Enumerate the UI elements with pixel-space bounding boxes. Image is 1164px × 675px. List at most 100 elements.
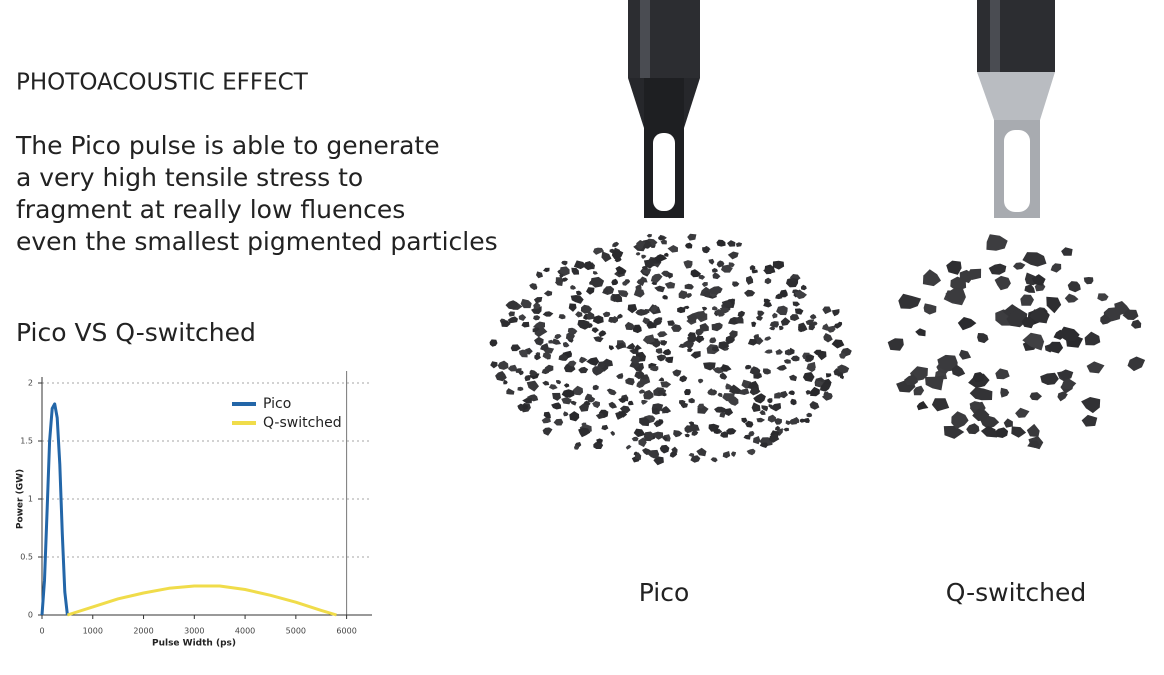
particle xyxy=(790,398,797,406)
particle xyxy=(831,339,845,349)
particle xyxy=(593,247,605,255)
particle xyxy=(671,446,678,453)
particle xyxy=(913,385,925,396)
particle xyxy=(673,430,683,438)
particle xyxy=(592,367,605,376)
particle xyxy=(1029,392,1042,401)
particle xyxy=(570,285,577,290)
particle xyxy=(995,368,1010,380)
particle xyxy=(809,314,817,320)
particle xyxy=(720,431,729,438)
particle xyxy=(1026,423,1040,437)
particle xyxy=(783,427,790,432)
particle xyxy=(1024,284,1036,293)
particle xyxy=(660,406,672,414)
particle xyxy=(931,398,950,412)
particle xyxy=(1127,356,1146,372)
particle xyxy=(763,267,774,275)
particle xyxy=(763,300,772,308)
particle xyxy=(698,275,706,280)
particle xyxy=(643,389,654,400)
particle xyxy=(608,401,618,409)
particle xyxy=(521,321,530,328)
particle xyxy=(1081,397,1101,414)
particle xyxy=(943,425,965,439)
particle xyxy=(925,375,945,391)
handpiece xyxy=(977,0,1055,218)
particle xyxy=(686,313,698,322)
particle xyxy=(969,401,981,410)
particle xyxy=(627,400,634,406)
particle xyxy=(764,336,772,341)
particle xyxy=(806,412,813,418)
particle xyxy=(751,269,758,274)
y-tick-label: 1.5 xyxy=(20,437,33,446)
particle xyxy=(677,306,686,314)
particle xyxy=(529,283,537,291)
particle xyxy=(823,333,833,343)
x-tick-label: 5000 xyxy=(286,627,306,636)
particle xyxy=(615,342,626,350)
particle xyxy=(563,341,570,348)
particle xyxy=(832,309,840,317)
particle xyxy=(1047,341,1064,354)
particle xyxy=(635,284,642,290)
y-tick-label: 0.5 xyxy=(20,553,33,562)
particle xyxy=(533,327,540,333)
particle xyxy=(977,333,989,344)
particle xyxy=(769,321,779,328)
particle xyxy=(638,389,646,394)
particle xyxy=(1060,378,1077,390)
particle xyxy=(664,281,676,289)
particle xyxy=(923,303,937,315)
particle xyxy=(575,311,583,318)
particle xyxy=(608,317,615,323)
y-tick-label: 1 xyxy=(28,495,33,504)
particle xyxy=(654,254,668,263)
particle xyxy=(709,337,717,344)
particle xyxy=(703,362,716,371)
particle xyxy=(618,411,628,418)
particle xyxy=(633,288,645,298)
particle xyxy=(707,388,716,396)
particle xyxy=(601,424,609,431)
particle xyxy=(684,433,690,438)
particle xyxy=(690,351,701,359)
particle xyxy=(767,414,777,423)
particle xyxy=(495,371,507,382)
particle xyxy=(792,301,801,307)
particle xyxy=(751,321,757,327)
particle xyxy=(526,380,539,392)
particle xyxy=(561,277,569,282)
particle xyxy=(728,396,739,406)
particle xyxy=(541,367,550,375)
particle xyxy=(774,418,782,425)
particle xyxy=(775,425,781,431)
particle xyxy=(625,444,632,450)
particle xyxy=(725,335,735,345)
particle xyxy=(967,268,982,280)
particle xyxy=(749,387,761,396)
particle xyxy=(646,320,654,329)
particle xyxy=(922,269,941,287)
particle xyxy=(710,457,718,463)
particle xyxy=(972,409,990,422)
particle xyxy=(563,383,570,388)
particle xyxy=(1015,407,1030,418)
particle xyxy=(721,300,733,308)
particle xyxy=(805,354,815,363)
series-line xyxy=(40,402,69,616)
particle xyxy=(559,273,564,278)
particle xyxy=(748,431,755,437)
particle xyxy=(634,344,642,351)
particle xyxy=(825,373,832,378)
particle xyxy=(685,242,693,249)
particle xyxy=(833,322,841,329)
particle xyxy=(618,397,626,403)
particle xyxy=(800,284,807,291)
particle xyxy=(1020,294,1034,306)
particle xyxy=(683,260,693,269)
particle xyxy=(951,364,966,377)
particle xyxy=(1022,332,1045,351)
particle xyxy=(790,314,800,321)
